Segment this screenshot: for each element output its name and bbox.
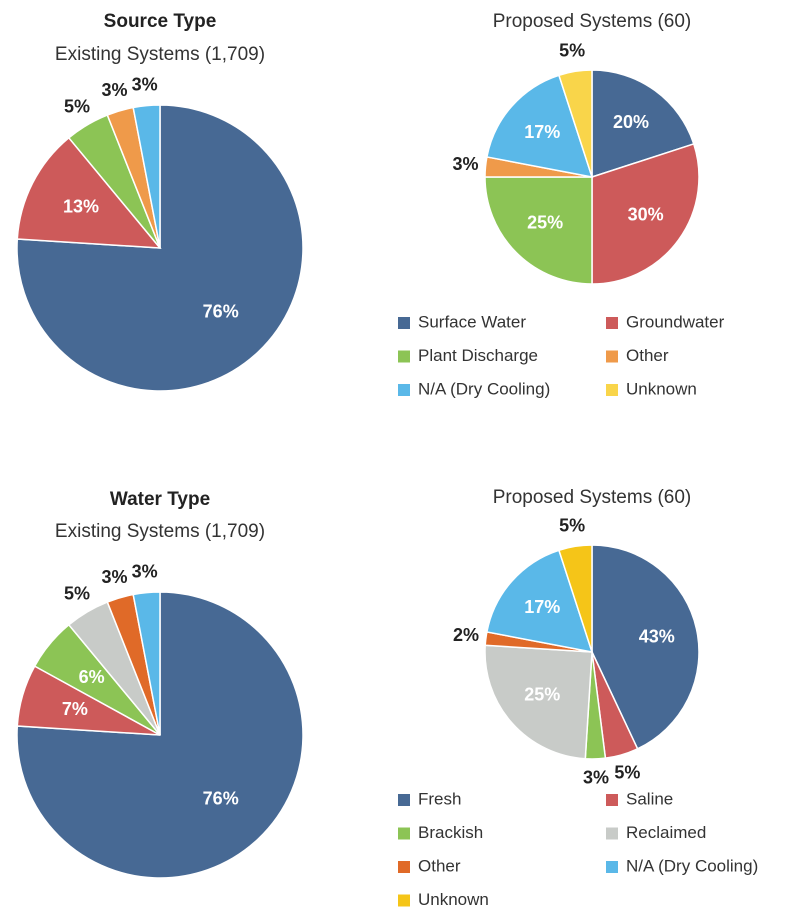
legend-swatch bbox=[606, 350, 618, 363]
pie-slice bbox=[16, 591, 304, 879]
chart-title: Water Type bbox=[110, 489, 210, 510]
legend-swatch bbox=[398, 861, 410, 873]
legend-swatch bbox=[606, 794, 618, 806]
data-label: 17% bbox=[524, 122, 560, 142]
data-label: 3% bbox=[102, 80, 128, 100]
pie-slice bbox=[486, 549, 594, 653]
legend-label: Unknown bbox=[418, 890, 489, 909]
data-label: 3% bbox=[583, 768, 609, 788]
legend-swatch bbox=[398, 350, 410, 363]
legend-swatch bbox=[398, 827, 410, 840]
data-label: 3% bbox=[102, 567, 128, 587]
legend-swatch bbox=[606, 317, 618, 329]
chart-subtitle: Existing Systems (1,709) bbox=[55, 521, 265, 542]
legend-label: Groundwater bbox=[626, 312, 725, 331]
legend-label: Surface Water bbox=[418, 312, 526, 331]
legend-swatch bbox=[606, 827, 618, 840]
pie-slice bbox=[591, 142, 700, 285]
data-label: 13% bbox=[63, 196, 99, 216]
legend-swatch bbox=[398, 317, 410, 329]
chart-subtitle: Existing Systems (1,709) bbox=[55, 44, 265, 65]
data-label: 76% bbox=[203, 301, 239, 321]
pie-slice bbox=[591, 544, 700, 750]
legend-swatch bbox=[398, 384, 410, 396]
legend-label: N/A (Dry Cooling) bbox=[418, 379, 550, 398]
pie-slice bbox=[16, 136, 162, 249]
legend-swatch bbox=[398, 794, 410, 806]
data-label: 5% bbox=[559, 515, 585, 535]
data-label: 5% bbox=[64, 96, 90, 116]
data-label: 17% bbox=[524, 597, 560, 617]
chart-title: Proposed Systems (60) bbox=[493, 11, 692, 32]
legend-label: N/A (Dry Cooling) bbox=[626, 856, 758, 875]
data-label: 7% bbox=[62, 699, 88, 719]
data-label: 3% bbox=[453, 154, 479, 174]
legend-swatch bbox=[606, 384, 618, 396]
legend-swatch bbox=[606, 861, 618, 873]
pie-slice bbox=[557, 544, 593, 653]
pie-slice bbox=[486, 74, 594, 178]
pie-slice bbox=[591, 69, 695, 179]
legend-label: Unknown bbox=[626, 379, 697, 398]
data-label: 30% bbox=[628, 205, 664, 225]
data-label: 3% bbox=[132, 74, 158, 94]
legend-label: Plant Discharge bbox=[418, 346, 538, 365]
legend-label: Saline bbox=[626, 789, 673, 808]
data-label: 25% bbox=[527, 213, 563, 233]
pie-slice bbox=[16, 104, 304, 392]
pie-slice bbox=[132, 591, 161, 736]
data-label: 5% bbox=[614, 763, 640, 783]
legend-label: Reclaimed bbox=[626, 823, 706, 842]
chart-title: Proposed Systems (60) bbox=[493, 487, 692, 508]
pie-slice bbox=[557, 69, 593, 178]
data-label: 25% bbox=[524, 685, 560, 705]
chart-title: Source Type bbox=[104, 11, 217, 32]
pie-slice bbox=[132, 104, 161, 249]
legend-label: Other bbox=[418, 856, 461, 875]
data-label: 20% bbox=[613, 112, 649, 132]
legend-label: Other bbox=[626, 346, 669, 365]
pie-slice bbox=[484, 176, 593, 285]
legend-label: Fresh bbox=[418, 789, 461, 808]
data-label: 76% bbox=[203, 788, 239, 808]
legend-label: Brackish bbox=[418, 823, 483, 842]
data-label: 2% bbox=[453, 625, 479, 645]
legend-swatch bbox=[398, 894, 410, 907]
data-label: 43% bbox=[639, 626, 675, 646]
data-label: 6% bbox=[79, 667, 105, 687]
data-label: 5% bbox=[559, 40, 585, 60]
data-label: 5% bbox=[64, 583, 90, 603]
pie-slice bbox=[484, 644, 593, 760]
data-label: 3% bbox=[132, 561, 158, 581]
